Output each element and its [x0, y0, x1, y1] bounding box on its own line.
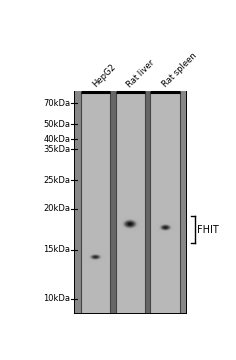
Text: Rat liver: Rat liver: [126, 58, 157, 89]
Text: HepG2: HepG2: [91, 63, 117, 89]
Text: FHIT: FHIT: [197, 225, 219, 235]
Text: 40kDa: 40kDa: [44, 135, 71, 144]
Text: Rat spleen: Rat spleen: [160, 51, 198, 89]
Bar: [145, 91, 150, 313]
Text: 35kDa: 35kDa: [43, 145, 71, 154]
Text: 20kDa: 20kDa: [44, 204, 71, 213]
Text: 10kDa: 10kDa: [44, 294, 71, 303]
Bar: [150, 91, 180, 313]
Bar: [74, 91, 186, 313]
Text: 25kDa: 25kDa: [44, 176, 71, 185]
Bar: [81, 91, 110, 313]
Bar: [116, 91, 145, 313]
Bar: [110, 91, 116, 313]
Text: 15kDa: 15kDa: [44, 245, 71, 254]
Text: 70kDa: 70kDa: [43, 99, 71, 108]
Text: 50kDa: 50kDa: [44, 120, 71, 129]
